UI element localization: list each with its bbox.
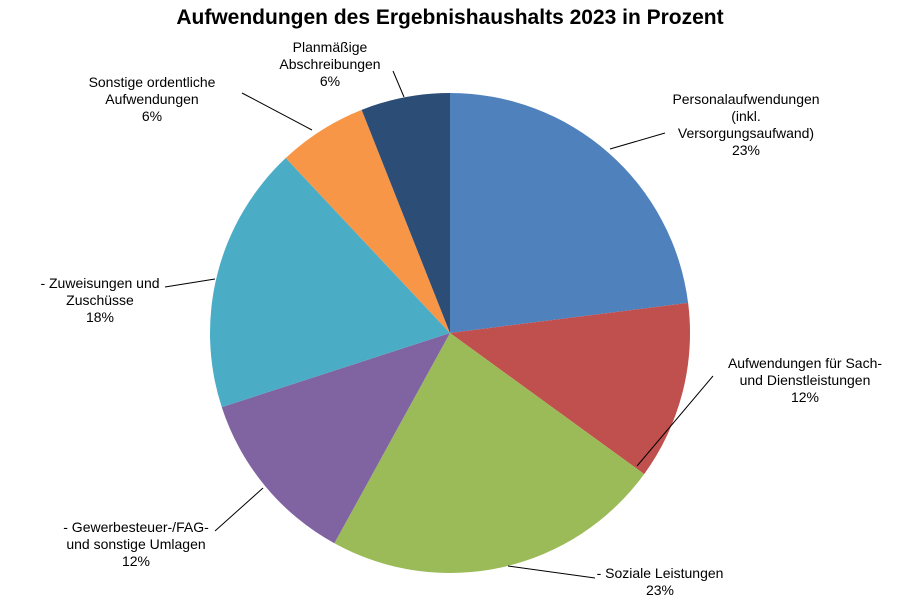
slice-label-6-line-1: Abschreibungen xyxy=(279,56,380,72)
leader-line-4 xyxy=(164,278,216,288)
leader-line-1 xyxy=(636,375,714,467)
pie-slice-4 xyxy=(210,158,450,408)
slice-label-6-line-0: Planmäßige xyxy=(293,39,368,55)
slice-label-5-line-1: Aufwendungen xyxy=(105,91,198,107)
pie-slice-1 xyxy=(450,302,691,475)
leader-line-5 xyxy=(241,92,313,131)
slice-label-0-line-2: Versorgungsaufwand) xyxy=(678,125,814,141)
slice-value-label-6: 6% xyxy=(320,73,340,89)
slice-label-2-line-0: - Soziale Leistungen xyxy=(597,565,724,581)
pie-slice-6 xyxy=(361,92,450,333)
leader-lines xyxy=(164,70,714,579)
pie-slice-2 xyxy=(334,333,645,573)
slice-label-4-line-0: - Zuweisungen und xyxy=(40,275,159,291)
slice-label-1-line-0: Aufwendungen für Sach- xyxy=(728,355,882,371)
slice-value-label-1: 12% xyxy=(791,389,819,405)
slice-value-label-3: 12% xyxy=(122,553,150,569)
slice-label-4-line-1: Zuschüsse xyxy=(66,292,134,308)
pie-slice-5 xyxy=(285,109,450,333)
leader-line-3 xyxy=(214,487,264,532)
chart-title: Aufwendungen des Ergebnishaushalts 2023 … xyxy=(176,6,724,29)
slice-label-0-line-0: Personalaufwendungen xyxy=(672,91,819,107)
leader-line-2 xyxy=(507,565,596,579)
slice-label-1-line-1: und Dienstleistungen xyxy=(740,372,871,388)
slice-value-label-2: 23% xyxy=(646,582,674,598)
pie-slice-3 xyxy=(221,333,450,544)
slice-label-0-line-1: (inkl. xyxy=(731,108,761,124)
slice-label-3-line-1: und sonstige Umlagen xyxy=(66,536,205,552)
slice-labels: Personalaufwendungen(inkl.Versorgungsauf… xyxy=(40,39,882,598)
slice-label-5-line-0: Sonstige ordentliche xyxy=(89,74,216,90)
leader-line-0 xyxy=(609,132,666,150)
pie-slices xyxy=(210,92,691,573)
leader-line-6 xyxy=(392,70,405,98)
slice-value-label-0: 23% xyxy=(732,142,760,158)
slice-value-label-4: 18% xyxy=(86,309,114,325)
slice-label-3-line-0: - Gewerbesteuer-/FAG- xyxy=(63,519,209,535)
slice-value-label-5: 6% xyxy=(142,108,162,124)
pie-slice-0 xyxy=(450,92,689,333)
